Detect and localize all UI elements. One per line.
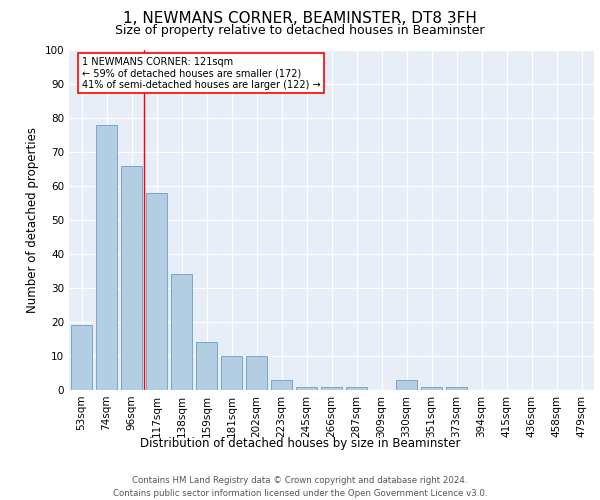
Bar [396, 380, 417, 390]
Text: Distribution of detached houses by size in Beaminster: Distribution of detached houses by size … [140, 438, 460, 450]
Bar [71, 326, 92, 390]
Bar [346, 386, 367, 390]
Text: Contains HM Land Registry data © Crown copyright and database right 2024.
Contai: Contains HM Land Registry data © Crown c… [113, 476, 487, 498]
Bar [171, 274, 192, 390]
Bar [421, 386, 442, 390]
Text: Size of property relative to detached houses in Beaminster: Size of property relative to detached ho… [115, 24, 485, 37]
Bar [271, 380, 292, 390]
Text: 1 NEWMANS CORNER: 121sqm
← 59% of detached houses are smaller (172)
41% of semi-: 1 NEWMANS CORNER: 121sqm ← 59% of detach… [82, 57, 320, 90]
Bar [196, 342, 217, 390]
Bar [296, 386, 317, 390]
Bar [446, 386, 467, 390]
Bar [146, 193, 167, 390]
Bar [221, 356, 242, 390]
Y-axis label: Number of detached properties: Number of detached properties [26, 127, 39, 313]
Bar [321, 386, 342, 390]
Text: 1, NEWMANS CORNER, BEAMINSTER, DT8 3FH: 1, NEWMANS CORNER, BEAMINSTER, DT8 3FH [123, 11, 477, 26]
Bar [246, 356, 267, 390]
Bar [96, 125, 117, 390]
Bar [121, 166, 142, 390]
